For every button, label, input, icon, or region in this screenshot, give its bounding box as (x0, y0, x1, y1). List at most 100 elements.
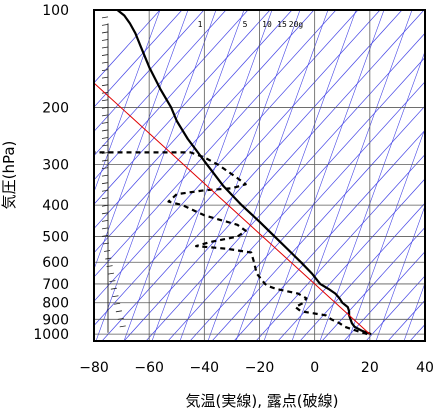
wind-barb (101, 84, 109, 87)
dry-adiabat-line (255, 154, 425, 341)
x-tick-label: −40 (190, 360, 220, 376)
dry-adiabat-line (94, 10, 271, 205)
wind-barb (101, 76, 109, 79)
wind-barb (101, 159, 109, 162)
wind-barb (101, 174, 109, 177)
dry-adiabat-line (233, 129, 425, 341)
dewpoint-line (94, 151, 368, 336)
wind-barb (101, 61, 109, 64)
mixing-ratio-label: 15 (277, 20, 287, 29)
wind-barb (110, 287, 117, 290)
mixing-ratio-label: 10 (262, 20, 272, 29)
dry-adiabat-line (94, 10, 381, 327)
wind-barb (101, 204, 109, 207)
mixing-ratio-labels: 1 5 10 15 20g (198, 20, 304, 29)
dry-adiabat-line (189, 81, 425, 341)
moist-adiabat-line (123, 10, 245, 341)
wind-barb (101, 167, 109, 169)
wind-barb (101, 182, 109, 185)
y-tick-label: 1000 (33, 327, 69, 343)
temperature-line (116, 10, 372, 336)
dry-adiabat-line (94, 10, 227, 157)
wind-barb (101, 24, 109, 26)
y-tick-label: 400 (42, 198, 69, 214)
wind-barb (101, 31, 109, 34)
dry-adiabat-line (94, 10, 205, 132)
x-tick-label: 20 (361, 360, 379, 376)
dry-adiabat-line (94, 10, 183, 108)
mixing-ratio-label: 20g (289, 20, 304, 29)
x-axis-label: 気温(実線), 露点(破線) (186, 392, 339, 410)
wind-barb (101, 106, 109, 109)
wind-barb (101, 144, 109, 147)
wind-barb (101, 39, 109, 41)
x-tick-labels: −80 −60 −40 −20 0 20 40 (79, 360, 434, 376)
dry-adiabat-line (387, 299, 425, 341)
x-tick-label: −60 (134, 360, 164, 376)
moist-adiabat-line (319, 50, 425, 341)
dry-adiabat-line (211, 105, 425, 341)
moist-adiabat-line (94, 10, 189, 271)
mixing-ratio-label: 1 (198, 20, 203, 29)
dry-adiabat-line (409, 323, 425, 341)
wind-barb (112, 295, 119, 298)
moist-adiabat-line (94, 10, 161, 193)
dry-adiabat-line (94, 10, 161, 84)
y-tick-label: 800 (42, 296, 69, 312)
y-tick-label: 300 (42, 158, 69, 174)
mixing-ratio-label: 5 (243, 20, 248, 29)
dry-adiabat-line (343, 251, 425, 341)
wind-barb (109, 280, 116, 283)
wind-barb (101, 99, 109, 102)
wind-barb (117, 317, 124, 320)
wind-barb (107, 272, 114, 275)
y-tick-label: 500 (42, 230, 69, 246)
parcel-line (94, 82, 371, 335)
wind-barb (101, 46, 109, 49)
wind-barb (101, 121, 109, 124)
dry-adiabat-line (299, 202, 425, 341)
wind-barb (106, 265, 113, 267)
moist-adiabat-line (347, 127, 425, 341)
moist-adiabat-line (151, 10, 273, 341)
wind-barb (101, 212, 109, 215)
y-tick-label: 900 (42, 312, 69, 328)
wind-barb (101, 137, 109, 139)
wind-barb (101, 114, 109, 117)
y-tick-label: 700 (42, 277, 69, 293)
x-tick-label: −20 (245, 360, 275, 376)
dry-adiabat-line (94, 10, 315, 254)
dry-adiabat-line (94, 10, 359, 302)
dry-adiabat-line (94, 10, 293, 229)
dry-adiabat-line (321, 226, 425, 341)
y-tick-label: 200 (42, 101, 69, 117)
wind-barb (101, 189, 109, 192)
x-tick-label: 40 (416, 360, 434, 376)
moist-adiabat-line (263, 10, 385, 341)
wind-barb (119, 325, 126, 328)
y-tick-label: 600 (42, 255, 69, 271)
dry-adiabat-line (101, 10, 403, 341)
wind-barb (104, 250, 111, 252)
moist-adiabat-line (403, 282, 425, 341)
dry-adiabat-line (277, 178, 425, 341)
y-axis-label: 気圧(hPa) (0, 141, 18, 210)
moist-adiabat-line (291, 10, 413, 341)
moist-adiabat-line (235, 10, 357, 341)
x-tick-label: −80 (79, 360, 109, 376)
y-tick-label: 100 (42, 3, 69, 19)
plot-frame (93, 9, 426, 342)
dry-adiabat-line (94, 10, 337, 278)
dry-adiabat-line (365, 275, 425, 341)
moist-adiabat-line (179, 10, 301, 341)
wind-barb (101, 69, 109, 72)
dry-adiabat-line (123, 10, 425, 341)
wind-barb (101, 235, 109, 237)
moist-adiabat-line (95, 10, 217, 341)
plot-area (94, 10, 425, 341)
wind-barb (115, 310, 122, 313)
moist-adiabat-line (207, 10, 329, 341)
wind-barb (114, 302, 121, 305)
